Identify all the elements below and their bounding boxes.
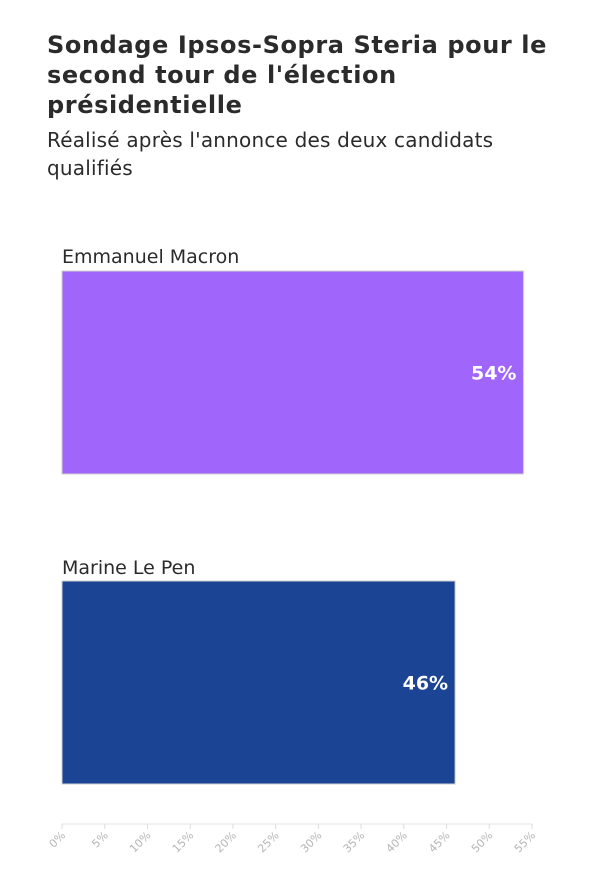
bar [61,580,456,785]
bar [61,270,524,475]
x-tick-label: 30% [298,829,324,855]
x-tick-label: 10% [127,829,153,855]
x-tick-label: 45% [426,829,452,855]
x-tick-label: 25% [255,829,281,855]
chart-subtitle: Réalisé après l'annonce des deux candida… [47,128,494,180]
x-tick-label: 40% [383,829,409,855]
x-tick-label: 20% [213,829,239,855]
x-tick-label: 50% [469,829,495,855]
bar-category-label: Emmanuel Macron [62,246,239,268]
bar-category-label: Marine Le Pen [62,557,195,579]
x-tick-label: 55% [512,829,538,855]
chart-title: Sondage Ipsos-Sopra Steria pour le secon… [47,31,548,119]
x-tick-label: 5% [89,829,111,851]
x-tick-label: 35% [341,829,367,855]
bar-value-label: 46% [403,673,448,695]
bar-value-label: 54% [471,363,516,385]
x-tick-label: 15% [170,829,196,855]
x-tick-label: 0% [47,829,69,851]
